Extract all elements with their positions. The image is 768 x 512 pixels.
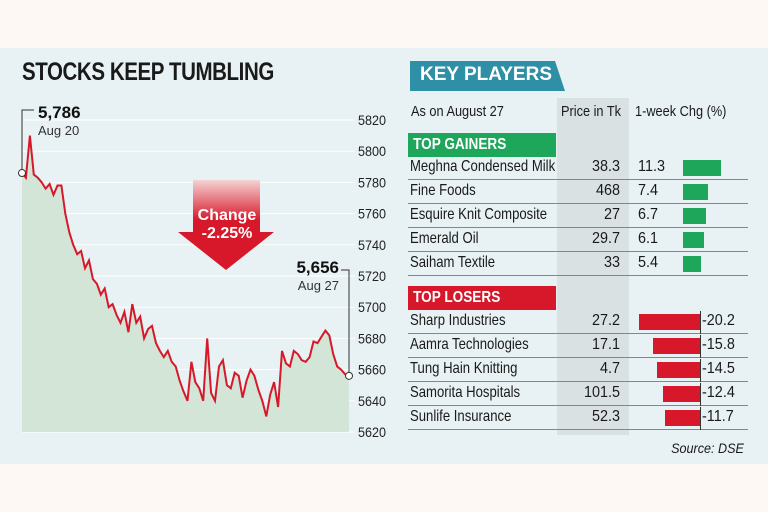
price-cell: 468 [595, 182, 620, 199]
change-arrow: Change-2.25% [178, 180, 274, 270]
axis-tick [700, 335, 701, 358]
axis-tick [700, 407, 701, 430]
company-name: Sharp Industries [410, 312, 506, 329]
change-cell: -20.2 [702, 312, 735, 329]
gainer-bar [683, 256, 702, 272]
price-cell: 27.2 [591, 312, 620, 329]
y-tick-label: 5700 [358, 299, 386, 315]
change-cell: -15.8 [702, 336, 735, 353]
change-cell: -12.4 [702, 384, 735, 401]
price-cell: 27 [603, 206, 620, 223]
start-value: 5,786 [38, 103, 81, 122]
y-tick-label: 5660 [358, 362, 386, 378]
company-name: Aamra Technologies [410, 336, 529, 353]
start-date: Aug 20 [38, 123, 79, 138]
area-fill [22, 135, 349, 432]
top-losers-tag: TOP LOSERS [408, 286, 556, 310]
top-gainers-tag: TOP GAINERS [408, 133, 556, 157]
company-name: Emerald Oil [410, 230, 479, 247]
company-name: Meghna Condensed Milk [410, 158, 556, 175]
loser-row: Aamra Technologies 17.1 -15.8 [408, 335, 748, 358]
end-date: Aug 27 [298, 278, 339, 293]
axis-tick [700, 383, 701, 406]
price-cell: 29.7 [591, 230, 620, 247]
y-tick-label: 5760 [358, 206, 386, 222]
change-cell: 7.4 [638, 182, 659, 199]
loser-row: Tung Hain Knitting 4.7 -14.5 [408, 359, 748, 382]
y-tick-labels: 5820 5800 5780 5760 5740 5720 5700 5680 5660 5640… [358, 112, 386, 440]
change-cell: 6.1 [638, 230, 659, 247]
axis-tick [700, 359, 701, 382]
loser-bar [664, 410, 700, 426]
y-tick-label: 5740 [358, 237, 386, 253]
end-leader [341, 269, 350, 376]
y-tick-label: 5720 [358, 268, 386, 284]
loser-row: Sharp Industries 27.2 -20.2 [408, 311, 748, 334]
y-tick-label: 5800 [358, 143, 386, 159]
change-label: Change [198, 207, 257, 224]
end-value: 5,656 [296, 258, 339, 277]
change-arrow-shape [178, 180, 274, 270]
gainer-row: Meghna Condensed Milk 38.3 11.3 [408, 157, 748, 180]
company-name: Tung Hain Knitting [410, 360, 518, 377]
loser-row: Samorita Hospitals 101.5 -12.4 [408, 383, 748, 406]
y-tick-label: 5680 [358, 330, 386, 346]
start-marker [18, 169, 26, 178]
as-on-date: As on August 27 [411, 103, 504, 120]
y-tick-label: 5820 [358, 112, 386, 128]
y-tick-label: 5620 [358, 424, 386, 440]
source-note: Source: DSE [671, 440, 744, 456]
change-cell: -14.5 [702, 360, 735, 377]
y-tick-label: 5640 [358, 393, 386, 409]
start-leader [21, 109, 34, 174]
end-marker [345, 371, 353, 380]
loser-bar [656, 362, 700, 378]
change-cell: 5.4 [638, 254, 659, 271]
price-cell: 38.3 [591, 158, 620, 175]
loser-row: Sunlife Insurance 52.3 -11.7 [408, 407, 748, 430]
change-cell: 11.3 [638, 158, 665, 175]
gainer-row: Emerald Oil 29.7 6.1 [408, 229, 748, 252]
y-tick-label: 5780 [358, 174, 386, 190]
price-cell: 4.7 [599, 360, 620, 377]
key-players-title: KEY PLAYERS [420, 64, 552, 85]
axis-tick [700, 311, 701, 334]
price-header: Price in Tk [561, 103, 621, 120]
company-name: Sunlife Insurance [410, 408, 512, 425]
chart-title: STOCKS KEEP TUMBLING [22, 58, 274, 86]
loser-bar [652, 338, 700, 354]
price-column-shade [557, 98, 629, 435]
company-name: Fine Foods [410, 182, 476, 199]
gainer-bar [683, 208, 706, 224]
loser-bar [639, 314, 700, 330]
change-header: 1-week Chg (%) [635, 103, 727, 120]
loser-bar [662, 386, 700, 402]
company-name: Esquire Knit Composite [410, 206, 548, 223]
price-cell: 101.5 [583, 384, 620, 401]
price-cell: 52.3 [591, 408, 620, 425]
series-line [21, 135, 350, 417]
gainer-bar [683, 232, 704, 248]
change-cell: 6.7 [638, 206, 659, 223]
gainer-row: Esquire Knit Composite 27 6.7 [408, 205, 748, 228]
gainer-bar [683, 184, 708, 200]
price-cell: 17.1 [591, 336, 620, 353]
key-players-banner: KEY PLAYERS [410, 61, 565, 91]
gainer-row: Saiham Textile 33 5.4 [408, 253, 748, 276]
change-cell: -11.7 [702, 408, 734, 425]
price-cell: 33 [603, 254, 620, 271]
company-name: Samorita Hospitals [410, 384, 521, 401]
company-name: Saiham Textile [410, 254, 496, 271]
gainer-bar [683, 160, 722, 176]
gainer-row: Fine Foods 468 7.4 [408, 181, 748, 204]
change-value: -2.25% [202, 225, 253, 242]
